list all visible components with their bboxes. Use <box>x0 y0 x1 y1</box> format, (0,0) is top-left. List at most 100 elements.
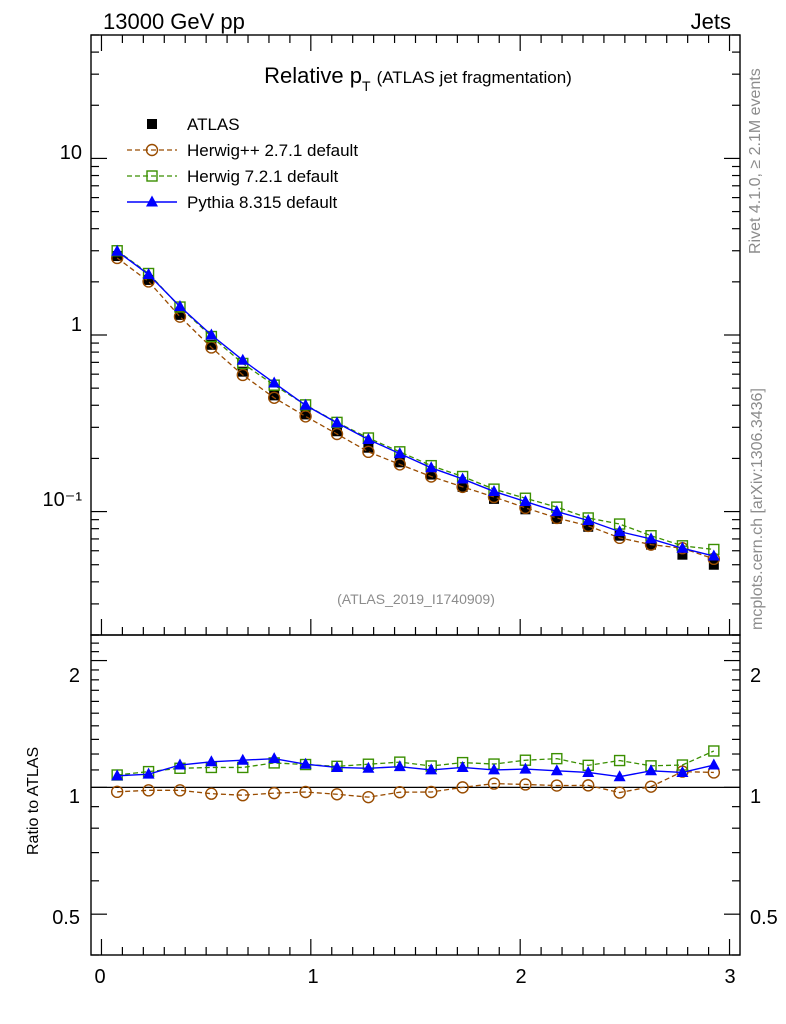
point-atlas <box>551 513 562 524</box>
point-herwigpp <box>267 391 281 404</box>
side-mcplots-label: mcplots.cern.ch [arXiv:1306.3436] <box>749 388 766 630</box>
title-sub: T <box>362 78 371 94</box>
ratio-point-herwig7 <box>613 754 626 767</box>
point-pythia <box>676 541 689 553</box>
x-tick-labels: 0 1 2 3 <box>94 966 735 988</box>
ratio-point-herwigpp <box>393 785 406 799</box>
y-tick-labels-ratio: 2 1 0.5 2 1 0.5 <box>52 665 778 929</box>
ratio-point-herwigpp <box>205 787 218 800</box>
ratio-point-pythia <box>488 763 501 775</box>
point-atlas <box>520 504 531 515</box>
axis-ticks <box>91 34 740 956</box>
ratio-line-pythia <box>117 757 714 778</box>
point-atlas <box>583 521 594 532</box>
ratio-point-pythia <box>456 760 469 772</box>
y-tick-label-10: 10 <box>60 142 82 164</box>
analysis-id: (ATLAS_2019_I1740909) <box>337 591 495 607</box>
ratio-point-pythia <box>550 764 563 776</box>
point-herwigpp <box>236 368 249 382</box>
main-plot-area <box>110 244 721 570</box>
ratio-point-pythia <box>173 758 186 770</box>
legend-label-atlas: ATLAS <box>187 115 240 134</box>
legend-label-pythia: Pythia 8.315 default <box>187 193 338 212</box>
ratio-point-herwigpp <box>456 781 469 794</box>
point-pythia <box>299 398 312 410</box>
point-atlas <box>174 309 185 320</box>
ratio-plot-area <box>110 745 721 804</box>
point-pythia <box>362 432 375 444</box>
ratio-point-pythia <box>676 765 689 777</box>
ratio-point-pythia <box>111 769 124 781</box>
ratio-tick-label-1-left: 1 <box>69 786 80 808</box>
legend: ATLAS Herwig++ 2.7.1 default Herwig 7.2.… <box>127 115 358 212</box>
legend-label-herwig7: Herwig 7.2.1 default <box>187 167 338 186</box>
legend-marker-pythia <box>146 195 158 207</box>
ratio-point-herwigpp <box>613 786 626 799</box>
point-pythia <box>330 416 343 428</box>
point-herwigpp <box>173 310 187 323</box>
ratio-tick-label-1-right: 1 <box>750 786 761 808</box>
point-herwigpp <box>362 445 375 459</box>
title-main: Relative p <box>264 63 362 88</box>
legend-marker-atlas <box>147 119 157 129</box>
point-atlas <box>394 457 405 468</box>
ratio-point-herwigpp <box>644 780 658 793</box>
line-herwig7 <box>116 250 714 551</box>
ratio-series-herwigpp <box>110 765 721 804</box>
ratio-tick-label-2-right: 2 <box>750 665 761 687</box>
line-pythia <box>116 250 714 557</box>
point-atlas <box>426 469 437 480</box>
ratio-point-herwigpp <box>299 785 312 799</box>
side-rivet-label: Rivet 4.1.0, ≥ 2.1M events <box>747 68 764 254</box>
point-pythia <box>236 353 249 365</box>
point-pythia <box>550 505 563 517</box>
ratio-point-pythia <box>142 767 155 779</box>
legend-label-herwigpp: Herwig++ 2.7.1 default <box>187 141 358 160</box>
point-atlas <box>489 493 500 504</box>
ratio-point-pythia <box>268 752 281 764</box>
ratio-point-pythia <box>519 762 532 774</box>
x-tick-label-0: 0 <box>94 966 105 988</box>
point-herwigpp <box>393 458 406 471</box>
header-right: Jets <box>691 9 731 34</box>
ratio-point-herwigpp <box>236 789 249 802</box>
ratio-point-pythia <box>645 764 658 776</box>
series-atlas <box>112 251 719 570</box>
ratio-point-pythia <box>205 755 218 767</box>
point-pythia <box>142 268 155 280</box>
legend-marker-herwigpp <box>145 143 159 157</box>
point-pythia <box>393 447 406 459</box>
point-pythia <box>173 300 186 312</box>
point-pythia <box>645 532 658 544</box>
y-tick-labels-main: 10 1 10⁻¹ <box>43 142 83 511</box>
point-atlas <box>363 442 374 453</box>
point-atlas <box>677 549 688 560</box>
point-pythia <box>582 514 595 526</box>
ratio-point-herwigpp <box>519 778 532 791</box>
ratio-point-herwigpp <box>267 786 281 800</box>
legend-marker-herwig7 <box>146 170 158 182</box>
ratio-tick-label-2-left: 2 <box>69 665 80 687</box>
ratio-point-herwigpp <box>362 790 375 804</box>
ratio-point-herwigpp <box>142 784 155 797</box>
point-atlas <box>269 390 280 401</box>
point-atlas <box>206 339 217 350</box>
point-atlas <box>237 366 248 377</box>
x-tick-label-3: 3 <box>724 966 735 988</box>
ratio-point-herwigpp <box>425 785 438 799</box>
point-atlas <box>331 426 342 437</box>
ratio-tick-label-0p5-left: 0.5 <box>52 907 80 929</box>
ratio-point-pythia <box>707 758 720 770</box>
ratio-point-pythia <box>299 757 312 769</box>
ratio-panel-frame <box>90 634 741 956</box>
ratio-point-herwigpp <box>173 784 187 797</box>
ratio-point-pythia <box>425 763 438 775</box>
y-tick-label-1: 1 <box>71 314 82 336</box>
ratio-series-pythia <box>111 752 720 782</box>
ratio-ylabel: Ratio to ATLAS <box>25 747 42 855</box>
ratio-point-pythia <box>613 770 626 782</box>
line-herwigpp <box>116 257 715 560</box>
ratio-point-pythia <box>393 760 406 772</box>
ratio-point-pythia <box>582 765 595 777</box>
x-tick-label-1: 1 <box>307 966 318 988</box>
